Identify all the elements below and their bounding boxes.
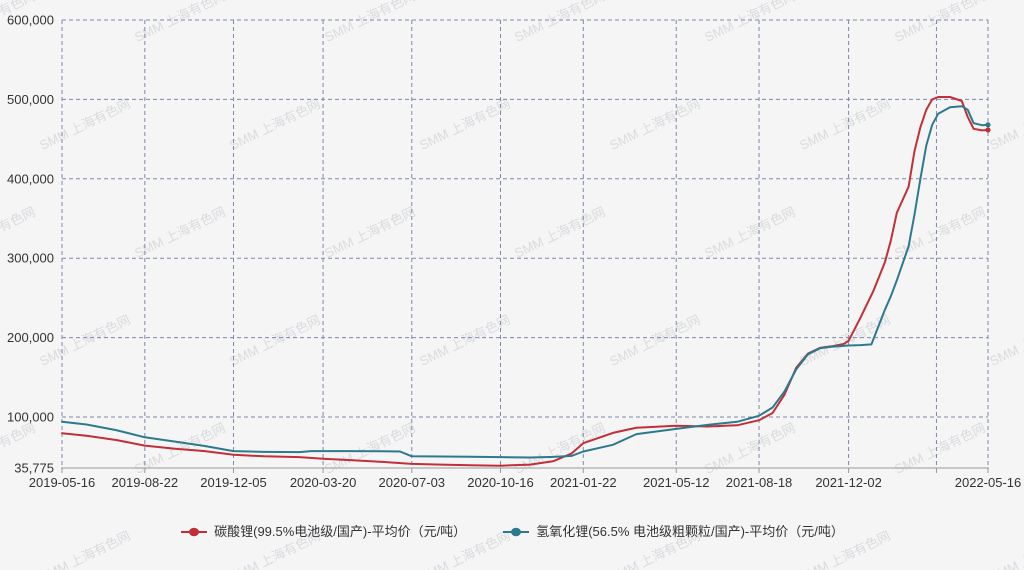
x-tick-label: 2021-12-02 (815, 475, 882, 490)
legend-label-lithium-carbonate: 碳酸锂(99.5%电池级/国产)-平均价（元/吨） (214, 524, 467, 539)
x-tick-label: 2020-03-20 (290, 475, 357, 490)
legend-item-lithium-hydroxide[interactable]: 氢氧化锂(56.5% 电池级粗颗粒/国产)-平均价（元/吨） (502, 523, 844, 541)
x-tick-label: 2020-07-03 (379, 475, 446, 490)
x-tick-label: 2019-08-22 (112, 475, 179, 490)
y-tick-label: 500,000 (7, 92, 54, 107)
x-tick-label: 2020-10-16 (467, 475, 534, 490)
x-tick-label: 2021-05-12 (643, 475, 710, 490)
y-tick-label: 400,000 (7, 171, 54, 186)
x-tick-label: 2019-12-05 (200, 475, 267, 490)
series-line-lithium-hydroxide[interactable] (61, 105, 989, 459)
series-end-dot (985, 127, 991, 133)
legend-label-lithium-hydroxide: 氢氧化锂(56.5% 电池级粗颗粒/国产)-平均价（元/吨） (536, 524, 844, 539)
series-line-lithium-carbonate[interactable] (61, 96, 989, 467)
chart-plot-area[interactable] (62, 20, 988, 468)
line-dot-marker-icon (181, 527, 208, 537)
y-tick-label: 35,775 (14, 461, 54, 476)
chart-canvas: 35,775 100,000 200,000 300,000 400,000 500,00… (7, 13, 1022, 491)
x-tick-label: 2021-08-18 (726, 475, 793, 490)
series-end-dot (985, 122, 991, 128)
y-tick-label: 200,000 (7, 330, 54, 345)
y-tick-label: 300,000 (7, 251, 54, 266)
x-tick-label: 2022-05-16 (955, 475, 1022, 490)
y-tick-label: 600,000 (7, 13, 54, 28)
legend-item-lithium-carbonate[interactable]: 碳酸锂(99.5%电池级/国产)-平均价（元/吨） (180, 523, 466, 541)
chart-legend: 碳酸锂(99.5%电池级/国产)-平均价（元/吨） 氢氧化锂(56.5% 电池级… (0, 523, 1024, 541)
x-tick-label: 2021-01-22 (550, 475, 617, 490)
y-tick-label: 100,000 (7, 410, 54, 425)
line-dot-marker-icon (503, 527, 530, 537)
x-tick-label: 2019-05-16 (29, 475, 96, 490)
